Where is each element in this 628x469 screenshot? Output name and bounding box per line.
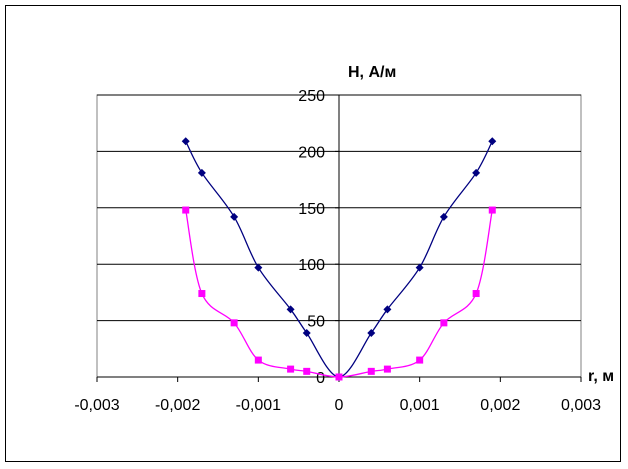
data-point-diamond (439, 212, 448, 221)
series-2 (182, 206, 496, 381)
x-axis-label: r, м (588, 368, 614, 385)
data-point-square (383, 365, 391, 373)
data-point-diamond (415, 263, 424, 272)
data-point-diamond (197, 168, 206, 177)
data-point-square (254, 356, 262, 364)
y-tick-label: 50 (307, 314, 325, 331)
data-point-square (440, 319, 448, 327)
y-axis-label: H, А/м (348, 64, 396, 81)
data-point-square (416, 356, 424, 364)
data-point-diamond (472, 168, 481, 177)
y-tick-label: 200 (298, 144, 325, 161)
data-point-diamond (181, 137, 190, 146)
y-tick-label: 250 (298, 88, 325, 105)
x-tick-label: -0,003 (74, 397, 119, 414)
data-point-square (472, 290, 480, 298)
data-point-square (182, 206, 190, 214)
y-tick-labels: 0 50 100 150 200 250 (298, 88, 325, 387)
y-tick-label: 150 (298, 201, 325, 218)
x-tick-label: -0,002 (155, 397, 200, 414)
x-tick-label: 0,003 (561, 397, 601, 414)
data-point-square (367, 367, 375, 375)
x-tick-label: -0,001 (236, 397, 281, 414)
data-point-square (488, 206, 496, 214)
data-point-diamond (254, 263, 263, 272)
data-point-square (230, 319, 238, 327)
x-tick-label: 0 (335, 397, 344, 414)
y-tick-label: 0 (316, 370, 325, 387)
x-tick-label: 0,001 (400, 397, 440, 414)
data-point-square (198, 290, 206, 298)
data-point-diamond (302, 329, 311, 338)
data-point-square (303, 367, 311, 375)
data-point-diamond (367, 329, 376, 338)
data-point-diamond (488, 137, 497, 146)
data-point-diamond (383, 305, 392, 314)
series-group (181, 137, 497, 381)
data-point-square (287, 365, 295, 373)
data-point-diamond (286, 305, 295, 314)
data-point-diamond (230, 212, 239, 221)
y-tick-label: 100 (298, 257, 325, 274)
x-tick-labels: -0,003 -0,002 -0,001 0 0,001 0,002 0,003 (74, 397, 601, 414)
data-point-square (335, 373, 343, 381)
x-tick-label: 0,002 (480, 397, 520, 414)
